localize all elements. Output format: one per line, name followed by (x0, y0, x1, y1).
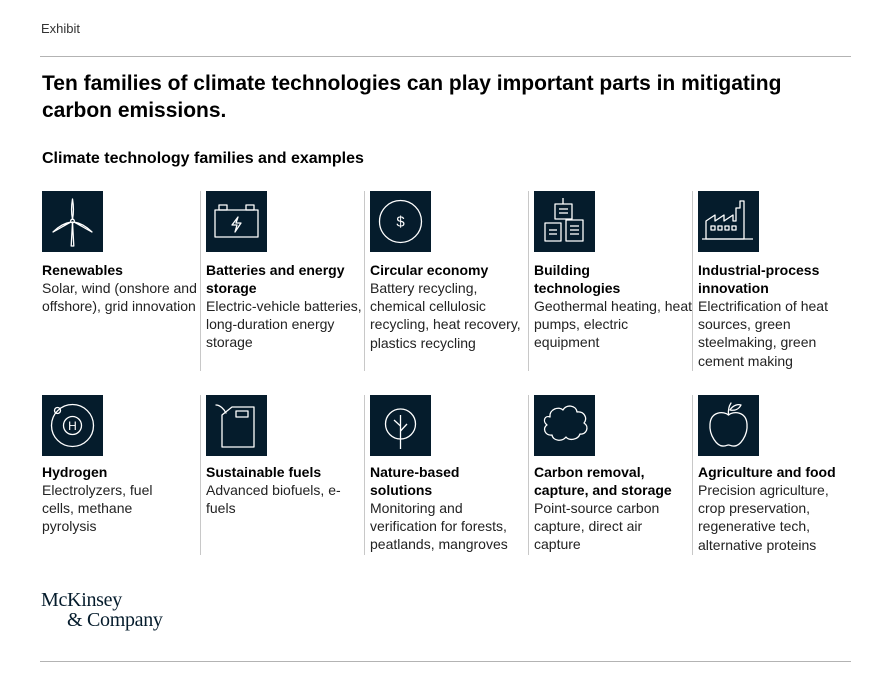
family-examples: Geothermal heating, heat pumps, electric… (534, 298, 692, 351)
family-card-industrial-process: Industrial-process innovation Electrific… (692, 191, 852, 371)
family-title: Agriculture and food (698, 464, 836, 480)
family-card-agriculture: Agriculture and food Precision agricultu… (692, 395, 852, 555)
apple-icon (698, 395, 759, 456)
family-title: Hydrogen (42, 464, 108, 480)
family-title: Building technologies (534, 262, 621, 296)
logo-line-2: & Company (67, 609, 163, 631)
buildings-icon (534, 191, 595, 252)
wind-turbine-icon (42, 191, 103, 252)
family-title: Nature-based solutions (370, 464, 460, 498)
svg-text:H: H (68, 419, 77, 433)
family-examples: Electric-vehicle batteries, long-duratio… (206, 298, 362, 351)
family-examples: Battery recycling, chemical cellulosic r… (370, 280, 521, 351)
family-examples: Advanced biofuels, e-fuels (206, 482, 341, 517)
cloud-icon (534, 395, 595, 456)
family-title: Renewables (42, 262, 123, 278)
dollar-coin-icon: $ (370, 191, 431, 252)
family-card-carbon-removal: Carbon removal, capture, and storage Poi… (528, 395, 688, 555)
subhead: Climate technology families and examples (42, 150, 364, 167)
exhibit-label: Exhibit (41, 21, 81, 36)
hydrogen-atom-icon: H (42, 395, 103, 456)
family-title: Carbon removal, capture, and storage (534, 464, 672, 498)
fuel-canister-icon (206, 395, 267, 456)
family-title: Industrial-process innovation (698, 262, 820, 296)
family-examples: Precision agriculture, crop preservation… (698, 482, 829, 553)
family-examples: Solar, wind (onshore and offshore), grid… (42, 280, 197, 315)
family-card-renewables: Renewables Solar, wind (onshore and offs… (42, 191, 202, 371)
svg-text:$: $ (396, 214, 405, 231)
factory-icon (698, 191, 759, 252)
family-examples: Point-source carbon capture, direct air … (534, 500, 660, 553)
battery-icon (206, 191, 267, 252)
family-examples: Monitoring and verification for forests,… (370, 500, 508, 553)
family-card-batteries: Batteries and energy storage Electric-ve… (200, 191, 362, 371)
family-title: Circular economy (370, 262, 489, 278)
family-examples: Electrolyzers, fuel cells, methane pyrol… (42, 482, 153, 535)
tree-icon (370, 395, 431, 456)
mckinsey-logo: McKinsey & Company (41, 590, 163, 630)
family-title: Batteries and energy storage (206, 262, 345, 296)
bottom-divider (40, 661, 851, 662)
logo-line-1: McKinsey (41, 589, 122, 611)
headline: Ten families of climate technologies can… (42, 72, 782, 122)
family-examples: Electrification of heat sources, green s… (698, 298, 828, 369)
family-card-hydrogen: H Hydrogen Electrolyzers, fuel cells, me… (42, 395, 202, 555)
family-card-building-technologies: Building technologies Geothermal heating… (528, 191, 692, 371)
family-card-sustainable-fuels: Sustainable fuels Advanced biofuels, e-f… (200, 395, 360, 555)
family-title: Sustainable fuels (206, 464, 322, 480)
top-divider (40, 56, 851, 57)
family-card-nature-based: Nature-based solutions Monitoring and ve… (364, 395, 524, 555)
family-card-circular-economy: $ Circular economy Battery recycling, ch… (364, 191, 524, 371)
